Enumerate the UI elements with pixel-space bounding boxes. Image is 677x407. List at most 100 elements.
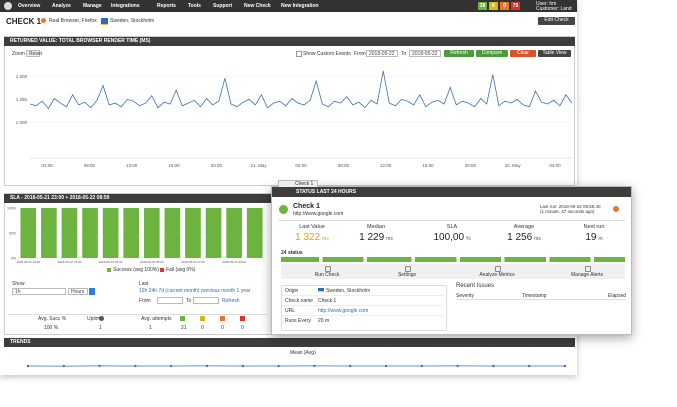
metric-value: 19 bbox=[585, 232, 596, 243]
detail-key: Runs Every bbox=[285, 318, 311, 324]
detail-key: URL bbox=[285, 308, 295, 314]
detail-value: http://www.google.com bbox=[318, 308, 368, 314]
nav-item[interactable]: Support bbox=[213, 3, 232, 9]
last-run-ago: (1 minute, 47 seconds ago) bbox=[540, 209, 595, 214]
browser-icon bbox=[613, 206, 619, 212]
action[interactable]: Manage Alerts bbox=[557, 272, 617, 278]
metric: 100,00% bbox=[417, 232, 487, 243]
bar bbox=[20, 208, 36, 258]
detail-value: Check 1 bbox=[318, 298, 336, 304]
x-tick-label: 2018-05-22 03:00 bbox=[99, 260, 123, 264]
trend-point bbox=[277, 365, 279, 367]
bar bbox=[82, 208, 98, 258]
detail-value: 20 m bbox=[318, 318, 329, 324]
trend-point bbox=[349, 365, 351, 367]
trend-point bbox=[385, 365, 387, 367]
metric: 1 322ms bbox=[277, 232, 347, 243]
status-popup: Check 1 STATUS LAST 24 HOURS Check 1 htt… bbox=[271, 186, 632, 335]
row-line bbox=[282, 305, 444, 306]
bar bbox=[123, 208, 139, 258]
metric-unit: m bbox=[598, 236, 602, 242]
toolbar-button[interactable]: Refresh bbox=[444, 50, 474, 57]
x-tick-label: 21. May bbox=[251, 163, 268, 168]
trend-point bbox=[242, 365, 244, 367]
y-tick-label: 50% bbox=[9, 232, 16, 236]
trend-point bbox=[564, 365, 566, 367]
x-tick-label: 16:00 bbox=[168, 163, 180, 168]
trend-point bbox=[27, 365, 29, 367]
action[interactable]: Analyze Metrics bbox=[467, 272, 527, 278]
action[interactable]: Settings bbox=[377, 272, 437, 278]
detail-key: Check name bbox=[285, 298, 313, 304]
trend-point bbox=[528, 365, 530, 367]
flag-icon bbox=[318, 288, 324, 292]
toolbar-button[interactable]: Clear bbox=[510, 50, 536, 57]
metric-value: 1 322 bbox=[295, 232, 320, 243]
trend-point bbox=[456, 365, 458, 367]
x-tick-label: 12:00 bbox=[380, 163, 392, 168]
toolbar-button[interactable]: Compare bbox=[476, 50, 508, 57]
nav-item[interactable]: Integrations bbox=[111, 3, 140, 9]
divider bbox=[278, 220, 625, 221]
action[interactable]: Run Check bbox=[297, 272, 357, 278]
y-tick-label: 1 500 bbox=[16, 74, 28, 79]
issue-line bbox=[456, 299, 626, 300]
nav-item[interactable]: Overview bbox=[18, 3, 40, 9]
metric-unit: ms bbox=[322, 236, 329, 242]
nav-item[interactable]: Tools bbox=[188, 3, 201, 9]
metric: 1 256ms bbox=[489, 232, 559, 243]
badge[interactable]: 28 bbox=[478, 2, 487, 10]
x-tick-label: 20:00 bbox=[465, 163, 477, 168]
status-dot bbox=[279, 205, 288, 214]
metric-value: 1 229 bbox=[359, 232, 384, 243]
x-tick-label: 08:00 bbox=[338, 163, 350, 168]
trend-point bbox=[313, 365, 315, 367]
metric-value: 1 256 bbox=[507, 232, 532, 243]
bar bbox=[41, 208, 57, 258]
recent-issues: Recent Issues bbox=[456, 283, 494, 289]
bar bbox=[247, 208, 263, 258]
x-tick-label: 04:00 bbox=[41, 163, 53, 168]
detail-value: Sweden, Stockholm bbox=[326, 288, 370, 294]
x-tick-label: 2018-05-22 07:00 bbox=[181, 260, 205, 264]
bar bbox=[206, 208, 222, 258]
nav-item[interactable]: Reports bbox=[157, 3, 176, 9]
trend-point bbox=[134, 365, 136, 367]
x-tick-label: 04:00 bbox=[295, 163, 307, 168]
nav-item[interactable]: Manage bbox=[83, 3, 102, 9]
bar bbox=[62, 208, 78, 258]
toolbar-button[interactable]: Table View bbox=[538, 50, 571, 57]
check-url: http://www.google.com bbox=[293, 211, 343, 217]
nav-item[interactable]: New Check bbox=[244, 3, 271, 9]
bar bbox=[165, 208, 181, 258]
status-strip bbox=[281, 257, 625, 262]
badge[interactable]: 0 bbox=[500, 2, 509, 10]
metric-unit: ms bbox=[386, 236, 393, 242]
badge[interactable]: 75 bbox=[511, 2, 520, 10]
bar bbox=[226, 208, 242, 258]
badge[interactable]: 6 bbox=[489, 2, 498, 10]
metric-label: Next run bbox=[564, 224, 624, 230]
x-tick-label: 12:00 bbox=[126, 163, 138, 168]
nav-item[interactable]: New Integration bbox=[281, 3, 319, 9]
row-line bbox=[282, 315, 444, 316]
bar bbox=[103, 208, 119, 258]
detail-key: Origin bbox=[285, 288, 298, 294]
metric-label: Median bbox=[346, 224, 406, 230]
row-line bbox=[282, 295, 444, 296]
x-tick-label: 2018-05-22 01:00 bbox=[58, 260, 82, 264]
metric-label: Average bbox=[494, 224, 554, 230]
metric-label: Last Value bbox=[282, 224, 342, 230]
x-tick-label: 2018-05-22 05:00 bbox=[140, 260, 164, 264]
trend-point bbox=[98, 365, 100, 367]
bar bbox=[144, 208, 160, 258]
nav-item[interactable]: Analyze bbox=[52, 3, 71, 9]
trend-point bbox=[63, 365, 65, 367]
x-tick-label: 2018-05-21 23:00 bbox=[16, 260, 40, 264]
metric: 1 229ms bbox=[341, 232, 411, 243]
metric-label: SLA bbox=[422, 224, 482, 230]
x-tick-label: 16:00 bbox=[422, 163, 434, 168]
y-tick-label: 1 250 bbox=[16, 97, 28, 102]
check-name: Check 1 bbox=[293, 203, 320, 210]
